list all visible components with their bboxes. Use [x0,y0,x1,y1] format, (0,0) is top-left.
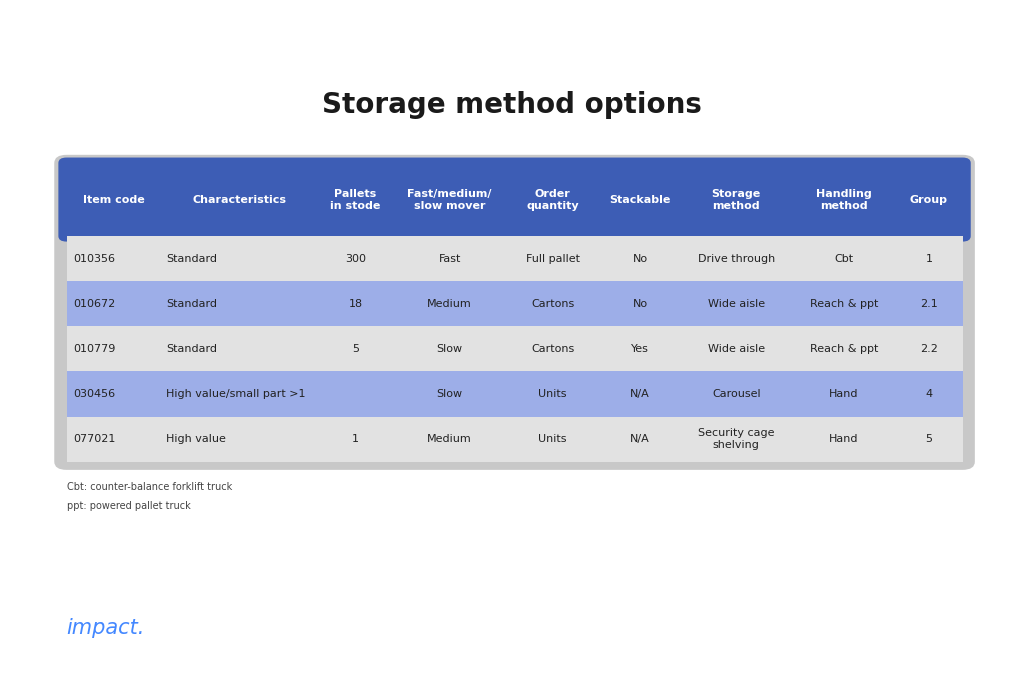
Text: Wide aisle: Wide aisle [708,299,765,309]
Text: Item code: Item code [83,195,144,204]
Text: 010672: 010672 [74,299,116,309]
Text: Hand: Hand [829,389,858,399]
Text: Cbt: Cbt [835,254,853,263]
Text: No: No [633,254,647,263]
Bar [67,417,963,462]
Text: Standard: Standard [166,344,217,354]
Text: 077021: 077021 [74,434,116,444]
Text: Slow: Slow [436,344,463,354]
Text: 5: 5 [926,434,933,444]
Text: ppt: powered pallet truck: ppt: powered pallet truck [67,501,190,511]
Text: 5: 5 [352,344,359,354]
Text: Slow: Slow [436,389,463,399]
FancyBboxPatch shape [54,155,975,470]
Text: Medium: Medium [427,434,472,444]
Text: Characteristics: Characteristics [193,195,286,204]
Text: 1: 1 [352,434,359,444]
Bar [67,371,963,417]
Text: 2.2: 2.2 [920,344,938,354]
FancyBboxPatch shape [58,158,971,242]
Text: Order
quantity: Order quantity [526,189,579,210]
Bar [67,210,963,236]
Text: Handling
method: Handling method [816,189,871,210]
Text: Storage method options: Storage method options [323,91,701,120]
Text: N/A: N/A [630,434,650,444]
Text: Security cage
shelving: Security cage shelving [698,428,774,450]
Text: 4: 4 [926,389,933,399]
Text: impact.: impact. [67,619,145,638]
Text: Wide aisle: Wide aisle [708,344,765,354]
Text: Reach & ppt: Reach & ppt [810,344,878,354]
Text: Storage
method: Storage method [712,189,761,210]
Text: 2.1: 2.1 [921,299,938,309]
Text: High value/small part >1: High value/small part >1 [166,389,305,399]
Bar [67,327,963,371]
Bar [67,281,963,327]
Text: N/A: N/A [630,389,650,399]
Text: Yes: Yes [631,344,649,354]
Text: Pallets
in stode: Pallets in stode [331,189,381,210]
Text: Fast/medium/
slow mover: Fast/medium/ slow mover [408,189,492,210]
Text: Group: Group [910,195,948,204]
Text: 300: 300 [345,254,366,263]
Text: Stackable: Stackable [609,195,671,204]
Text: Hand: Hand [829,434,858,444]
Bar [67,236,963,281]
Text: Medium: Medium [427,299,472,309]
Text: Fast: Fast [438,254,461,263]
Text: Cartons: Cartons [531,299,574,309]
Text: Units: Units [539,389,567,399]
Text: 030456: 030456 [74,389,116,399]
Text: Drive through: Drive through [697,254,775,263]
Text: 18: 18 [348,299,362,309]
Text: Full pallet: Full pallet [525,254,580,263]
Text: Standard: Standard [166,254,217,263]
Text: Carousel: Carousel [712,389,761,399]
Text: High value: High value [166,434,225,444]
Text: 010356: 010356 [74,254,116,263]
Text: Reach & ppt: Reach & ppt [810,299,878,309]
Text: Units: Units [539,434,567,444]
Text: No: No [633,299,647,309]
Text: 010779: 010779 [74,344,116,354]
Text: Standard: Standard [166,299,217,309]
Text: 1: 1 [926,254,933,263]
Text: Cbt: counter-balance forklift truck: Cbt: counter-balance forklift truck [67,482,231,492]
Text: Cartons: Cartons [531,344,574,354]
